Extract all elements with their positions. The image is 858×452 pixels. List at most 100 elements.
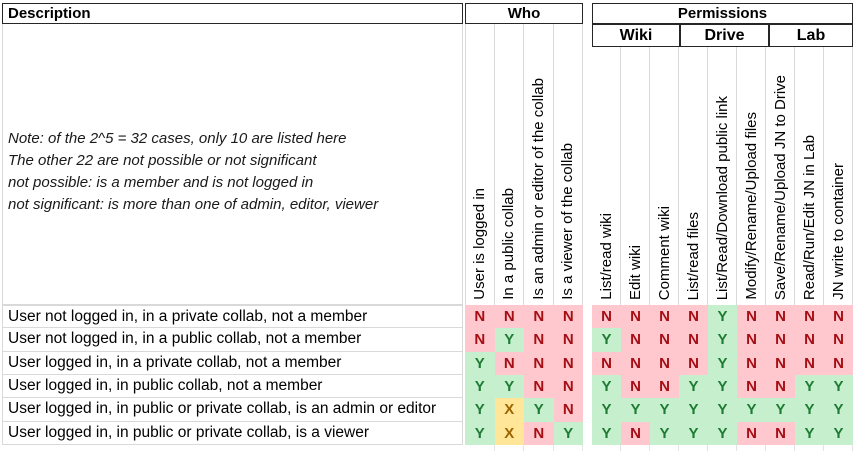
- lab-subgroup-header[interactable]: Lab: [769, 24, 853, 47]
- rotated-column-header[interactable]: Modify/Rename/Upload files: [737, 47, 766, 305]
- matrix-cell[interactable]: N: [465, 328, 495, 352]
- matrix-cell[interactable]: Y: [592, 328, 621, 352]
- matrix-cell[interactable]: Y: [708, 351, 737, 375]
- matrix-cell[interactable]: N: [766, 328, 795, 352]
- rotated-column-header[interactable]: Is an admin or editor of the collab: [524, 24, 554, 305]
- rotated-column-header[interactable]: Read/Run/Edit JN in Lab: [795, 47, 824, 305]
- matrix-cell[interactable]: N: [553, 374, 583, 399]
- matrix-cell[interactable]: Y: [708, 328, 737, 352]
- matrix-cell[interactable]: X: [494, 398, 524, 422]
- matrix-cell[interactable]: X: [494, 421, 524, 445]
- matrix-cell[interactable]: N: [737, 374, 766, 399]
- matrix-cell[interactable]: N: [621, 421, 650, 445]
- matrix-cell[interactable]: Y: [708, 421, 737, 445]
- matrix-cell[interactable]: N: [553, 398, 583, 422]
- matrix-cell[interactable]: Y: [524, 398, 554, 422]
- matrix-cell[interactable]: Y: [621, 398, 650, 422]
- rotated-column-header[interactable]: Save/Rename/Upload JN to Drive: [766, 47, 795, 305]
- matrix-cell[interactable]: N: [621, 328, 650, 352]
- matrix-cell[interactable]: N: [494, 351, 524, 375]
- matrix-cell[interactable]: N: [621, 305, 650, 329]
- matrix-cell[interactable]: Y: [737, 398, 766, 422]
- matrix-cell[interactable]: N: [795, 305, 824, 329]
- matrix-cell[interactable]: Y: [465, 421, 495, 445]
- matrix-cell[interactable]: N: [737, 421, 766, 445]
- matrix-cell[interactable]: Y: [650, 421, 679, 445]
- matrix-cell[interactable]: Y: [650, 398, 679, 422]
- matrix-cell[interactable]: N: [553, 305, 583, 329]
- matrix-cell[interactable]: N: [524, 421, 554, 445]
- matrix-cell[interactable]: N: [766, 351, 795, 375]
- matrix-cell[interactable]: Y: [679, 421, 708, 445]
- matrix-cell[interactable]: N: [679, 328, 708, 352]
- matrix-cell[interactable]: N: [679, 351, 708, 375]
- matrix-cell[interactable]: N: [766, 421, 795, 445]
- description-cell[interactable]: User not logged in, in a private collab,…: [2, 305, 463, 329]
- matrix-cell[interactable]: N: [737, 351, 766, 375]
- rotated-column-header[interactable]: Is a viewer of the collab: [553, 24, 583, 305]
- matrix-cell[interactable]: Y: [824, 374, 853, 399]
- permissions-group-header[interactable]: Permissions: [592, 3, 853, 24]
- matrix-cell[interactable]: N: [524, 305, 554, 329]
- matrix-cell[interactable]: N: [766, 374, 795, 399]
- matrix-cell[interactable]: N: [553, 351, 583, 375]
- matrix-cell[interactable]: N: [465, 305, 495, 329]
- matrix-cell[interactable]: Y: [708, 305, 737, 329]
- matrix-cell[interactable]: Y: [766, 398, 795, 422]
- rotated-column-header[interactable]: Comment wiki: [650, 47, 679, 305]
- description-column-header[interactable]: Description: [2, 3, 463, 24]
- matrix-cell[interactable]: N: [592, 305, 621, 329]
- matrix-cell[interactable]: N: [553, 328, 583, 352]
- matrix-cell[interactable]: Y: [679, 374, 708, 399]
- rotated-column-header[interactable]: Edit wiki: [621, 47, 650, 305]
- matrix-cell[interactable]: Y: [679, 398, 708, 422]
- matrix-cell[interactable]: N: [650, 328, 679, 352]
- matrix-cell[interactable]: N: [524, 351, 554, 375]
- rotated-column-header[interactable]: JN write to container: [824, 47, 853, 305]
- description-cell[interactable]: User logged in, in a private collab, not…: [2, 351, 463, 375]
- matrix-cell[interactable]: Y: [553, 421, 583, 445]
- matrix-cell[interactable]: N: [795, 351, 824, 375]
- description-cell[interactable]: User logged in, in public or private col…: [2, 421, 463, 445]
- rotated-column-header[interactable]: In a public collab: [494, 24, 524, 305]
- rotated-column-header[interactable]: List/Read/Download public link: [708, 47, 737, 305]
- matrix-cell[interactable]: Y: [824, 421, 853, 445]
- matrix-cell[interactable]: Y: [795, 398, 824, 422]
- matrix-cell[interactable]: Y: [494, 328, 524, 352]
- matrix-cell[interactable]: N: [592, 351, 621, 375]
- matrix-cell[interactable]: N: [621, 374, 650, 399]
- matrix-cell[interactable]: N: [824, 351, 853, 375]
- matrix-cell[interactable]: Y: [465, 398, 495, 422]
- description-cell[interactable]: User logged in, in public collab, not a …: [2, 374, 463, 399]
- rotated-column-header[interactable]: User is logged in: [465, 24, 495, 305]
- matrix-cell[interactable]: N: [795, 328, 824, 352]
- wiki-subgroup-header[interactable]: Wiki: [592, 24, 680, 47]
- matrix-cell[interactable]: Y: [795, 421, 824, 445]
- matrix-cell[interactable]: N: [737, 328, 766, 352]
- matrix-cell[interactable]: Y: [795, 374, 824, 399]
- matrix-cell[interactable]: Y: [592, 421, 621, 445]
- drive-subgroup-header[interactable]: Drive: [680, 24, 769, 47]
- matrix-cell[interactable]: N: [524, 374, 554, 399]
- matrix-cell[interactable]: N: [621, 351, 650, 375]
- matrix-cell[interactable]: Y: [494, 374, 524, 399]
- matrix-cell[interactable]: N: [679, 305, 708, 329]
- matrix-cell[interactable]: N: [524, 328, 554, 352]
- rotated-column-header[interactable]: List/read files: [679, 47, 708, 305]
- matrix-cell[interactable]: Y: [592, 398, 621, 422]
- rotated-column-header[interactable]: List/read wiki: [592, 47, 621, 305]
- matrix-cell[interactable]: N: [650, 374, 679, 399]
- matrix-cell[interactable]: N: [494, 305, 524, 329]
- matrix-cell[interactable]: Y: [465, 374, 495, 399]
- matrix-cell[interactable]: Y: [824, 398, 853, 422]
- matrix-cell[interactable]: N: [650, 305, 679, 329]
- matrix-cell[interactable]: N: [766, 305, 795, 329]
- matrix-cell[interactable]: N: [650, 351, 679, 375]
- matrix-cell[interactable]: N: [824, 305, 853, 329]
- matrix-cell[interactable]: Y: [708, 398, 737, 422]
- matrix-cell[interactable]: N: [737, 305, 766, 329]
- description-cell[interactable]: User not logged in, in a public collab, …: [2, 328, 463, 352]
- matrix-cell[interactable]: Y: [465, 351, 495, 375]
- matrix-cell[interactable]: N: [824, 328, 853, 352]
- matrix-cell[interactable]: Y: [708, 374, 737, 399]
